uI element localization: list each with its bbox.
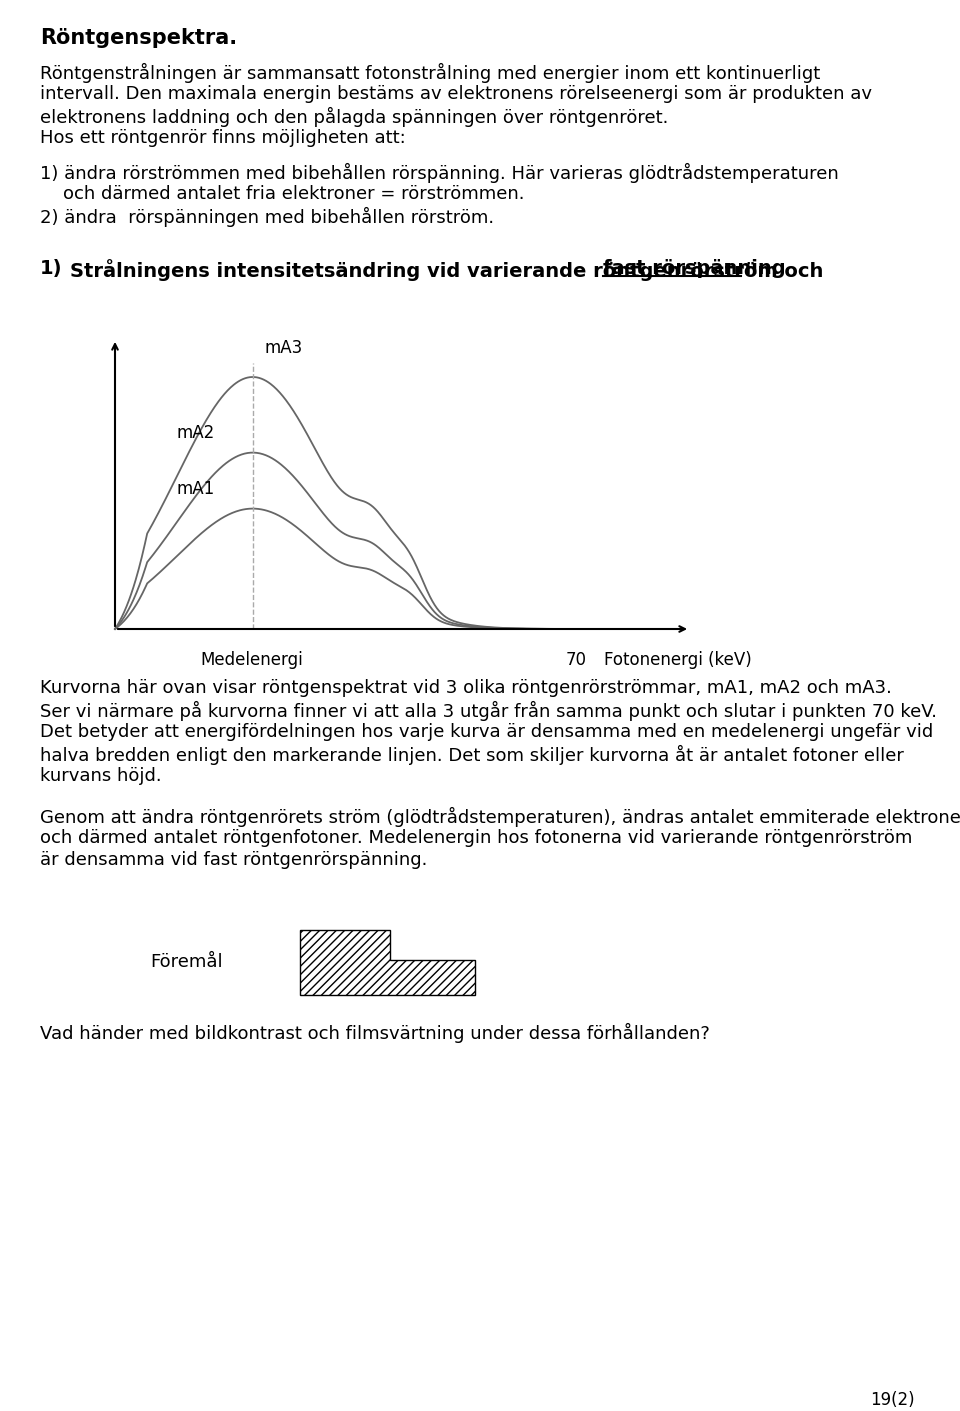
Text: Genom att ändra röntgenrörets ström (glödtrådstemperaturen), ändras antalet emmi: Genom att ändra röntgenrörets ström (glö… [40, 807, 960, 827]
Text: Strålningens intensitetsändring vid varierande röntgenrörström och: Strålningens intensitetsändring vid vari… [70, 260, 824, 281]
Text: 19(2): 19(2) [870, 1391, 915, 1410]
Text: kurvans höjd.: kurvans höjd. [40, 768, 161, 785]
Text: och därmed antalet röntgenfotoner. Medelenergin hos fotonerna vid varierande rön: och därmed antalet röntgenfotoner. Medel… [40, 830, 912, 847]
Text: intervall. Den maximala energin bestäms av elektronens rörelseenergi som är prod: intervall. Den maximala energin bestäms … [40, 85, 872, 103]
Text: Föremål: Föremål [150, 952, 223, 971]
Polygon shape [300, 930, 475, 995]
Text: och därmed antalet fria elektroner = rörströmmen.: och därmed antalet fria elektroner = rör… [40, 185, 524, 203]
Text: 70: 70 [566, 650, 587, 669]
Text: Medelenergi: Medelenergi [201, 650, 303, 669]
Text: Fotonenergi (keV): Fotonenergi (keV) [604, 650, 752, 669]
Text: Vad händer med bildkontrast och filmsvärtning under dessa förhållanden?: Vad händer med bildkontrast och filmsvär… [40, 1023, 709, 1043]
Text: mA2: mA2 [177, 423, 215, 442]
Text: 1) ändra rörströmmen med bibehållen rörspänning. Här varieras glödtrådstemperatu: 1) ändra rörströmmen med bibehållen rörs… [40, 164, 839, 183]
Text: mA3: mA3 [264, 339, 302, 357]
Text: Kurvorna här ovan visar röntgenspektrat vid 3 olika röntgenrörströmmar, mA1, mA2: Kurvorna här ovan visar röntgenspektrat … [40, 679, 892, 697]
Text: mA1: mA1 [177, 480, 215, 498]
Text: Röntgenspektra.: Röntgenspektra. [40, 28, 237, 48]
Text: Röntgenstrålningen är sammansatt fotonstrålning med energier inom ett kontinuerl: Röntgenstrålningen är sammansatt fotonst… [40, 63, 820, 83]
Text: Ser vi närmare på kurvorna finner vi att alla 3 utgår från samma punkt och sluta: Ser vi närmare på kurvorna finner vi att… [40, 701, 937, 721]
Text: 1): 1) [40, 260, 62, 278]
Text: halva bredden enligt den markerande linjen. Det som skiljer kurvorna åt är antal: halva bredden enligt den markerande linj… [40, 745, 904, 765]
Text: är densamma vid fast röntgenrörspänning.: är densamma vid fast röntgenrörspänning. [40, 851, 427, 869]
Text: 2) ändra  rörspänningen med bibehållen rörström.: 2) ändra rörspänningen med bibehållen rö… [40, 207, 494, 227]
Text: Det betyder att energifördelningen hos varje kurva är densamma med en medelenerg: Det betyder att energifördelningen hos v… [40, 722, 933, 741]
Text: elektronens laddning och den pålagda spänningen över röntgenröret.: elektronens laddning och den pålagda spä… [40, 107, 668, 127]
Text: Hos ett röntgenrör finns möjligheten att:: Hos ett röntgenrör finns möjligheten att… [40, 128, 406, 147]
Text: fast rörspänning: fast rörspänning [603, 260, 785, 278]
